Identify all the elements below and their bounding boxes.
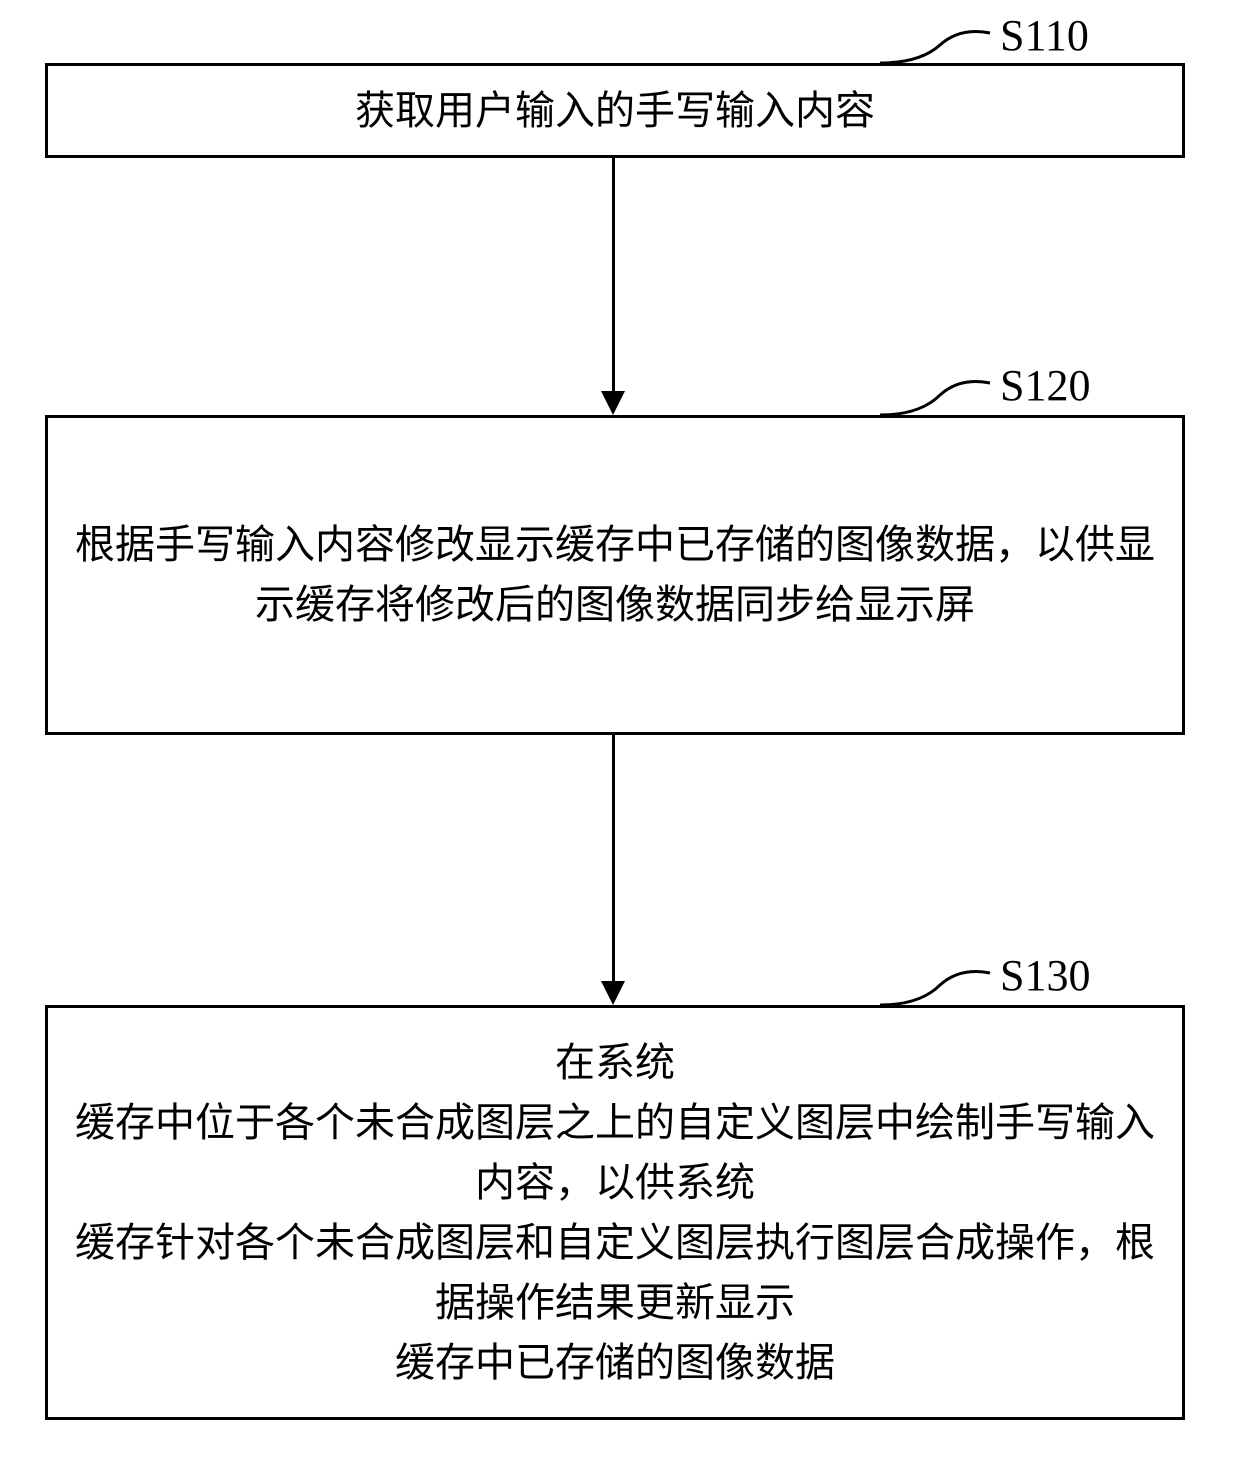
node-label-s120: S120 xyxy=(1000,360,1090,411)
connector-curve-s120 xyxy=(870,365,1000,420)
connector-curve-s110 xyxy=(870,15,1000,70)
node-label-s130: S130 xyxy=(1000,950,1090,1001)
arrow-s110-s120 xyxy=(612,158,615,393)
flowchart-node-s110: 获取用户输入的手写输入内容 xyxy=(45,63,1185,158)
node-text: 获取用户输入的手写输入内容 xyxy=(355,81,875,141)
arrow-head-s120-s130 xyxy=(601,981,625,1005)
arrow-s120-s130 xyxy=(612,735,615,983)
flowchart-node-s130: 在系统缓存中位于各个未合成图层之上的自定义图层中绘制手写输入内容，以供系统缓存针… xyxy=(45,1005,1185,1420)
node-text: 在系统缓存中位于各个未合成图层之上的自定义图层中绘制手写输入内容，以供系统缓存针… xyxy=(68,1033,1162,1393)
flowchart-node-s120: 根据手写输入内容修改显示缓存中已存储的图像数据，以供显示缓存将修改后的图像数据同… xyxy=(45,415,1185,735)
flowchart-container: 获取用户输入的手写输入内容 S110 根据手写输入内容修改显示缓存中已存储的图像… xyxy=(0,0,1240,1472)
node-label-s110: S110 xyxy=(1000,10,1089,61)
node-text: 根据手写输入内容修改显示缓存中已存储的图像数据，以供显示缓存将修改后的图像数据同… xyxy=(68,515,1162,635)
connector-curve-s130 xyxy=(870,955,1000,1010)
arrow-head-s110-s120 xyxy=(601,391,625,415)
